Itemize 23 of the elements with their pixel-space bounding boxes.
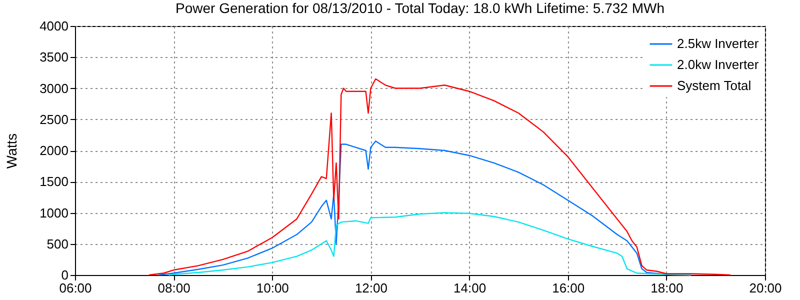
y-tick-label: 3000 bbox=[40, 80, 68, 96]
line-series bbox=[168, 212, 692, 276]
y-tick-label: 500 bbox=[46, 236, 68, 252]
x-tick-label: 18:00 bbox=[650, 280, 684, 296]
y-tick-label: 2000 bbox=[40, 143, 68, 158]
legend-label: 2.5kw Inverter bbox=[677, 36, 760, 51]
x-tick-label: 10:00 bbox=[256, 280, 289, 296]
y-tick-label: 1000 bbox=[40, 205, 68, 220]
y-tick-label: 1500 bbox=[40, 174, 68, 190]
x-tick-label: 14:00 bbox=[454, 280, 486, 296]
x-tick-label: 12:00 bbox=[354, 280, 388, 296]
y-tick-label: 4000 bbox=[40, 18, 68, 34]
y-tick-label: 0 bbox=[61, 268, 68, 282]
y-tick-label: 3500 bbox=[40, 50, 68, 65]
x-tick-label: 06:00 bbox=[59, 280, 92, 296]
x-tick-label: 08:00 bbox=[158, 280, 190, 296]
chart-title: Power Generation for 08/13/2010 - Total Today: 18.0 kWh Lifetime: 5.732 MWh bbox=[176, 0, 664, 16]
x-tick-label: 20:00 bbox=[749, 280, 782, 296]
y-tick-label: 2500 bbox=[40, 112, 68, 127]
legend-label: 2.0kw Inverter bbox=[677, 57, 760, 72]
x-tick-label: 16:00 bbox=[552, 280, 585, 296]
legend-label: System Total bbox=[677, 78, 752, 93]
y-axis-title: Watts bbox=[4, 133, 20, 169]
